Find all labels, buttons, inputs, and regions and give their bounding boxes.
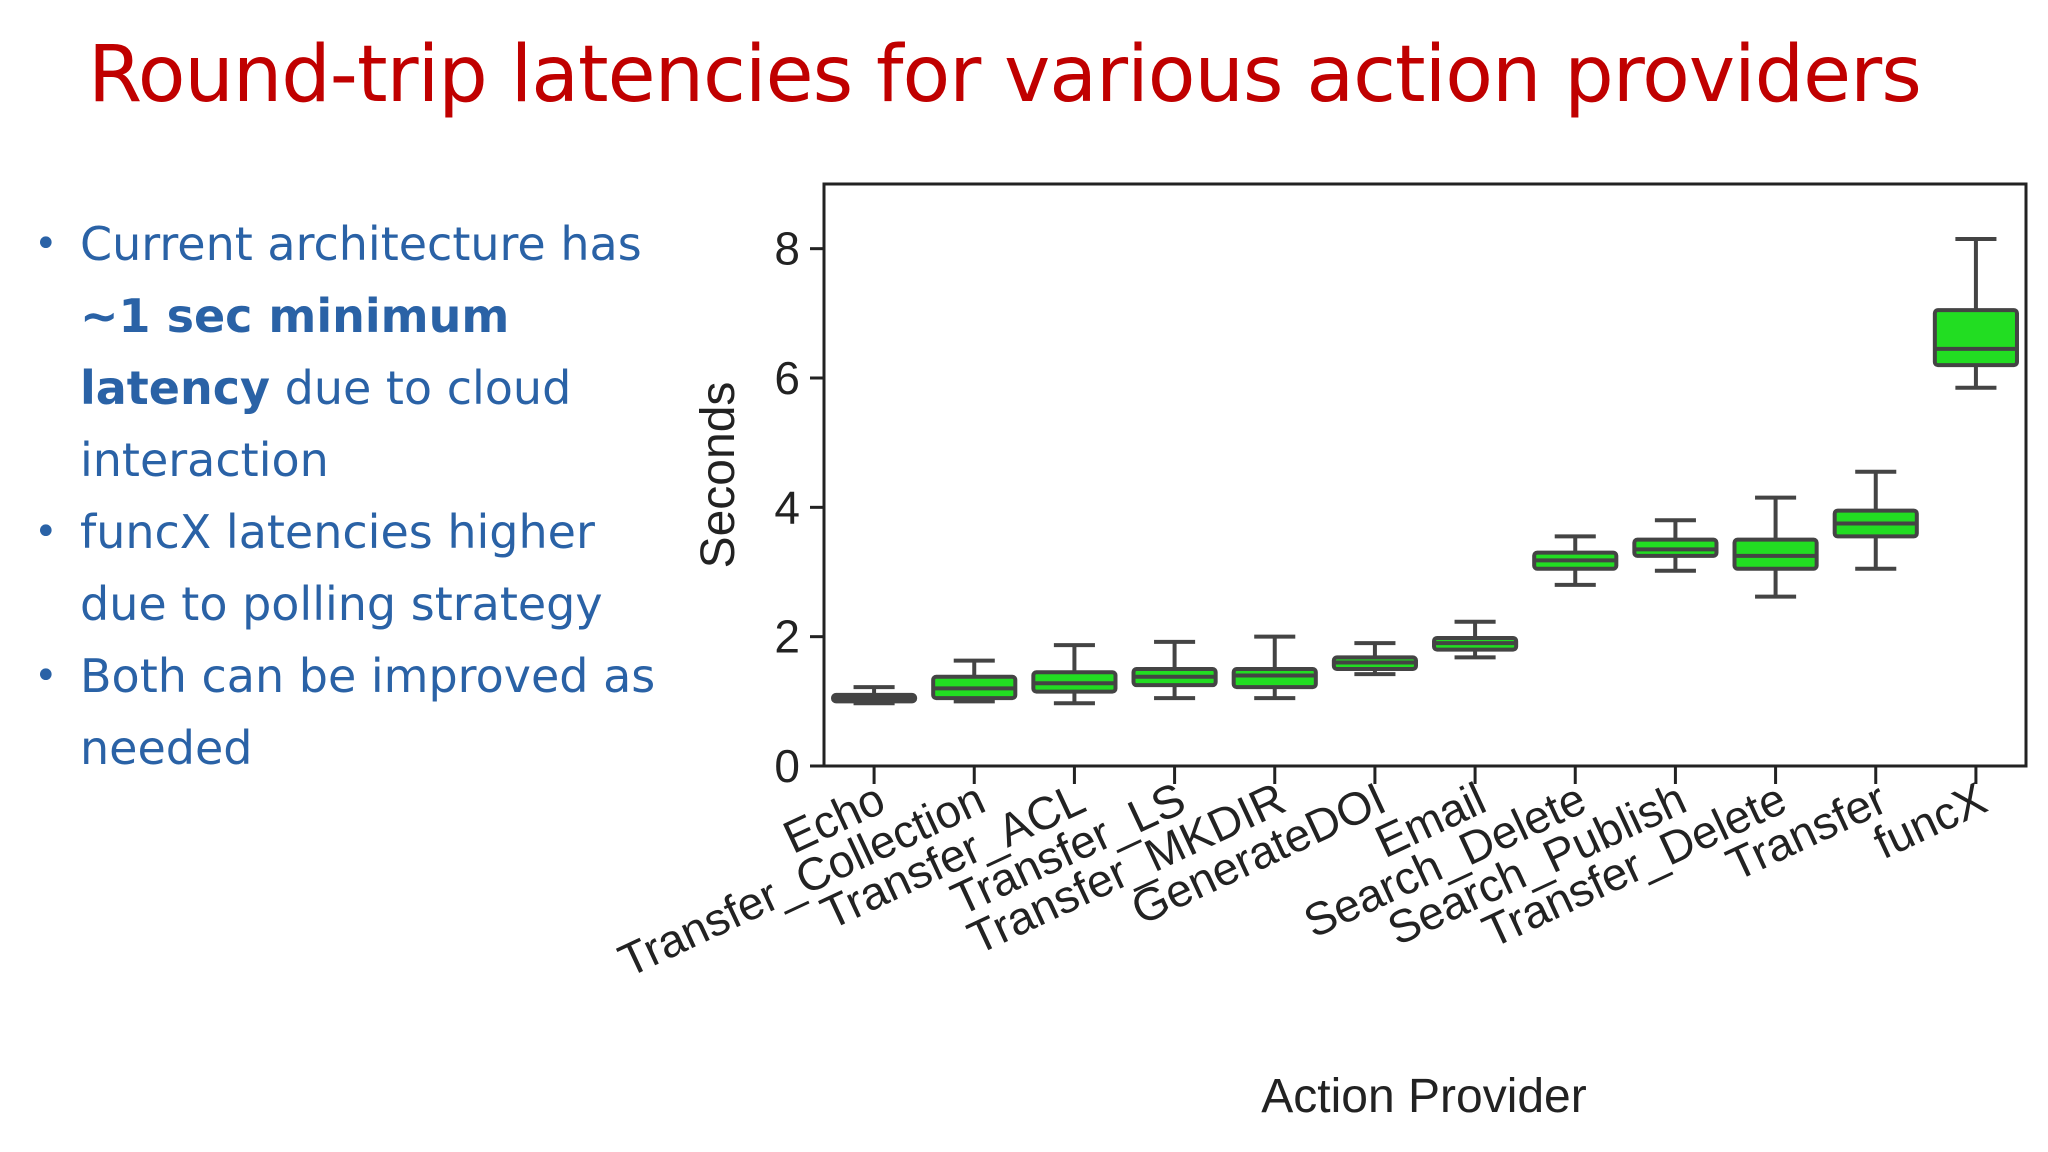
y-axis-label: Seconds: [692, 382, 745, 569]
bullet-text-bold: ~1 sec minimum latency: [80, 289, 510, 415]
y-tick-label: 6: [774, 352, 800, 404]
bullet-item: • Both can be improved as needed: [30, 640, 670, 784]
y-tick-label: 4: [774, 481, 800, 533]
y-tick-label: 2: [774, 611, 800, 663]
bullet-list: • Current architecture has ~1 sec minimu…: [30, 208, 670, 784]
x-axis-label: Action Provider: [1261, 1070, 1586, 1123]
box: [1932, 308, 2019, 368]
bullet-item: • funcX latencies higher due to polling …: [30, 496, 670, 640]
bullet-dot-icon: •: [34, 221, 58, 267]
bullet-item: • Current architecture has ~1 sec minimu…: [30, 208, 670, 496]
bullet-text: due to cloud interaction: [80, 361, 572, 487]
bullet-dot-icon: •: [34, 653, 58, 699]
bullet-text: Current architecture has: [80, 217, 642, 271]
slide-title: Round-trip latencies for various action …: [88, 30, 1922, 120]
x-tick-label: funcX: [1866, 772, 1995, 869]
bullet-text: Both can be improved as needed: [80, 649, 656, 775]
bullet-dot-icon: •: [34, 509, 58, 555]
bullet-text: funcX latencies higher due to polling st…: [80, 505, 603, 631]
y-tick-label: 8: [774, 223, 800, 275]
y-tick-label: 0: [774, 740, 800, 792]
box: [1231, 667, 1318, 690]
plot-frame: [822, 182, 2028, 768]
